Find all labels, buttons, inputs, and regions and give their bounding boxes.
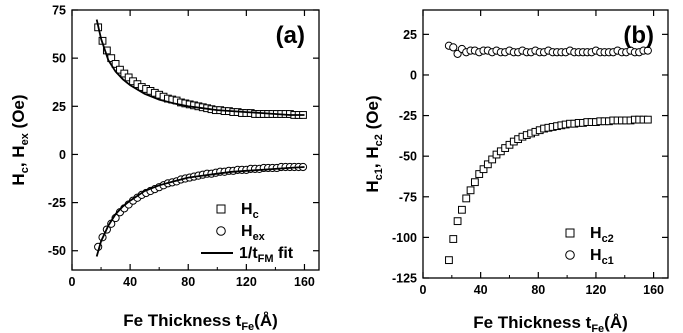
data-point-hc2 bbox=[643, 115, 652, 124]
data-point-hc2 bbox=[458, 205, 466, 214]
y-axis-label: Hc1, Hc2 (Oe) bbox=[363, 95, 385, 192]
chart-panel-b: 0 40 80 120 160 -125 -100 -75 -50 -25 0 25 (b) Hc1, H… bbox=[363, 9, 669, 333]
data-point-hc2 bbox=[466, 186, 475, 195]
data-point-hc2 bbox=[483, 160, 492, 169]
y-tick-label: 0 bbox=[59, 148, 66, 162]
y-tick-label: 75 bbox=[52, 4, 66, 18]
legend-entry: Hc bbox=[241, 201, 259, 221]
x-tick-label: 40 bbox=[123, 275, 137, 289]
y-tick-label: 50 bbox=[52, 52, 66, 66]
data-point-hc2 bbox=[470, 178, 479, 187]
y-tick-label: -100 bbox=[392, 231, 417, 245]
x-tick-label: 160 bbox=[643, 283, 664, 297]
data-point-hc2 bbox=[445, 256, 453, 265]
y-tick-label: 25 bbox=[52, 100, 66, 114]
fit-curve bbox=[95, 19, 305, 116]
data-point-hc1 bbox=[643, 46, 652, 55]
plot-frame bbox=[422, 9, 669, 279]
data-point-hc1 bbox=[449, 43, 458, 52]
data-point-hc2 bbox=[449, 235, 458, 243]
chart-panel-a: 0 40 80 120 160 -50 -25 0 25 50 75 (a) Hc, Hex (Oe) F… bbox=[9, 4, 320, 333]
data-point-hc bbox=[111, 60, 120, 68]
x-tick-label: 120 bbox=[586, 283, 607, 297]
y-tick-label: 25 bbox=[403, 28, 417, 42]
legend-square-marker bbox=[216, 204, 226, 214]
legend-entry: Hex bbox=[241, 223, 266, 243]
panel-label: (a) bbox=[276, 22, 305, 49]
x-tick-label: 0 bbox=[420, 283, 427, 297]
x-axis-label: Fe Thickness tFe(Å) bbox=[473, 313, 628, 333]
y-tick-label: -50 bbox=[48, 244, 66, 258]
data-point-hc2 bbox=[453, 217, 462, 226]
y-tick-label: -25 bbox=[399, 109, 417, 123]
y-tick-label: -125 bbox=[392, 272, 417, 286]
y-tick-label: -75 bbox=[399, 190, 417, 204]
legend-entry: Hc1 bbox=[590, 247, 614, 267]
fit-curve bbox=[95, 166, 305, 257]
data-point-hc2 bbox=[479, 165, 488, 174]
y-tick-label: 0 bbox=[410, 68, 417, 82]
data-point-hc2 bbox=[462, 194, 471, 203]
plot-frame bbox=[71, 9, 320, 271]
x-tick-label: 0 bbox=[69, 275, 76, 289]
y-tick-label: -25 bbox=[48, 196, 66, 210]
y-axis-label: Hc, Hex (Oe) bbox=[9, 94, 31, 185]
legend-entry: 1/tFM fit bbox=[239, 245, 294, 265]
data-point-hc2 bbox=[488, 155, 497, 164]
x-tick-label: 120 bbox=[236, 275, 257, 289]
x-tick-label: 80 bbox=[181, 275, 195, 289]
x-axis-label: Fe Thickness tFe(Å) bbox=[123, 311, 278, 333]
legend-circle-marker bbox=[216, 226, 226, 236]
x-tick-label: 80 bbox=[531, 283, 545, 297]
y-tick-label: -50 bbox=[399, 150, 417, 164]
x-tick-label: 40 bbox=[474, 283, 488, 297]
x-tick-label: 160 bbox=[294, 275, 315, 289]
legend-entry: Hc2 bbox=[590, 225, 614, 245]
data-point-hc2 bbox=[475, 170, 484, 178]
panel-label: (b) bbox=[623, 22, 654, 49]
legend-circle-marker bbox=[565, 250, 575, 260]
legend-square-marker bbox=[565, 228, 575, 238]
